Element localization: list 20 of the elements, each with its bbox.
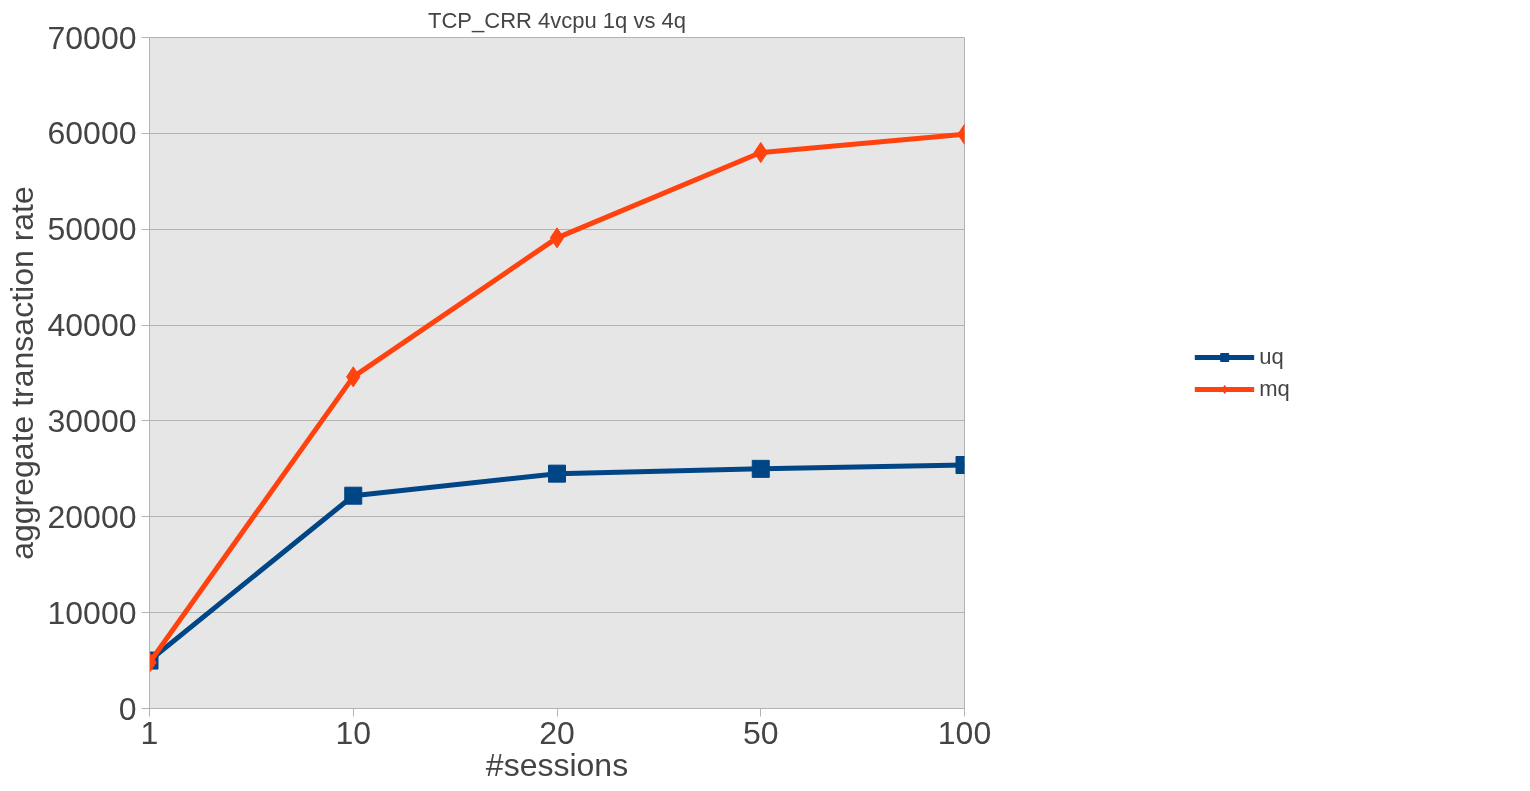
point <box>344 486 363 505</box>
y-tick-label: 40000 <box>47 307 137 344</box>
y-tick-label: 50000 <box>47 211 137 248</box>
y-tick-label: 20000 <box>47 498 137 535</box>
legend-label: uq <box>1259 343 1284 370</box>
x-tick-label: 100 <box>937 714 992 751</box>
chart-title: TCP_CRR 4vcpu 1q vs 4q <box>428 7 686 33</box>
x-tick-label: 10 <box>335 714 372 751</box>
point <box>548 464 566 483</box>
y-tick-label: 30000 <box>47 402 137 439</box>
x-tick-label: 50 <box>742 714 779 751</box>
point <box>549 227 565 249</box>
y-tick-label: 10000 <box>47 594 137 631</box>
legend-label: mq <box>1259 375 1290 402</box>
y-tick-label: 0 <box>118 690 137 727</box>
y-tick-label: 60000 <box>47 115 137 152</box>
y-axis-title: aggregate transaction rate <box>3 186 40 560</box>
point <box>751 459 770 478</box>
y-tick-label: 70000 <box>47 19 137 56</box>
x-tick-label: 1 <box>140 714 159 751</box>
